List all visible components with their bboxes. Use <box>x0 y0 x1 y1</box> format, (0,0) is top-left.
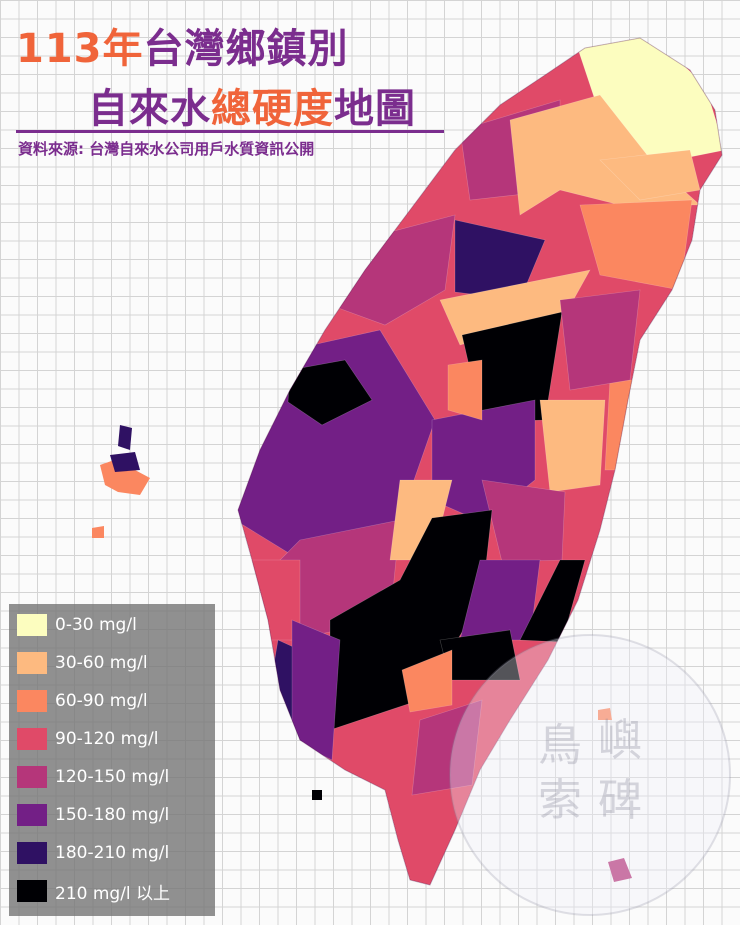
legend-label: 120-150 mg/l <box>55 767 170 787</box>
legend-label: 30-60 mg/l <box>55 653 148 673</box>
legend: 0-30 mg/l 30-60 mg/l 60-90 mg/l 90-120 mg/l… <box>9 604 215 916</box>
legend-item: 150-180 mg/l <box>17 800 169 830</box>
legend-swatch <box>17 880 47 902</box>
legend-label: 150-180 mg/l <box>55 805 170 825</box>
legend-item: 60-90 mg/l <box>17 686 148 716</box>
region <box>329 509 493 731</box>
title-rule <box>16 130 444 133</box>
legend-item: 90-120 mg/l <box>17 724 158 754</box>
islet <box>598 708 612 720</box>
region <box>604 379 641 471</box>
title-part: 總硬度 <box>211 86 334 132</box>
legend-swatch <box>17 652 47 674</box>
title-part: 自來水 <box>88 86 211 132</box>
region <box>287 359 373 426</box>
legend-item: 30-60 mg/l <box>17 648 148 678</box>
legend-label: 180-210 mg/l <box>55 843 170 863</box>
islet <box>92 526 104 538</box>
legend-item: 120-150 mg/l <box>17 762 169 792</box>
watermark-ring <box>449 634 731 916</box>
islet <box>100 458 150 495</box>
region <box>599 149 701 201</box>
islet <box>110 452 140 472</box>
title-part: 台灣鄉鎮別 <box>143 26 349 72</box>
regions <box>238 38 722 885</box>
legend-item: 180-210 mg/l <box>17 838 169 868</box>
legend-swatch <box>17 728 47 750</box>
region <box>519 559 586 643</box>
region <box>401 649 453 713</box>
watermark-char: 嶼 <box>598 715 642 766</box>
islet <box>118 425 132 450</box>
legend-item: 0-30 mg/l <box>17 610 137 640</box>
source: 資料來源: 台灣自來水公司用戶水質資訊公開 <box>18 140 315 158</box>
region <box>411 699 483 796</box>
title-part: 113年 <box>16 26 144 72</box>
island-outline <box>237 37 723 886</box>
legend-swatch <box>17 614 47 636</box>
title-part: 地圖 <box>334 86 416 132</box>
legend-label: 60-90 mg/l <box>55 691 148 711</box>
legend-swatch <box>17 766 47 788</box>
title-line1: 113年台灣鄉鎮別 <box>16 16 349 74</box>
islet <box>608 858 632 882</box>
region <box>447 359 483 421</box>
islet <box>312 790 322 800</box>
region <box>539 399 606 493</box>
legend-swatch <box>17 842 47 864</box>
region <box>559 289 641 391</box>
legend-swatch <box>17 690 47 712</box>
legend-label: 0-30 mg/l <box>55 615 137 635</box>
watermark-char: 索 <box>538 775 582 826</box>
legend-item: 210 mg/l 以上 <box>17 876 170 906</box>
legend-label: 90-120 mg/l <box>55 729 159 749</box>
title-line2: 自來水總硬度地圖 <box>88 76 416 134</box>
legend-label: 210 mg/l 以上 <box>55 883 171 904</box>
region <box>291 619 341 761</box>
watermark-char: 碑 <box>598 775 642 826</box>
legend-swatch <box>17 804 47 826</box>
watermark-char: 鳥 <box>538 720 582 771</box>
